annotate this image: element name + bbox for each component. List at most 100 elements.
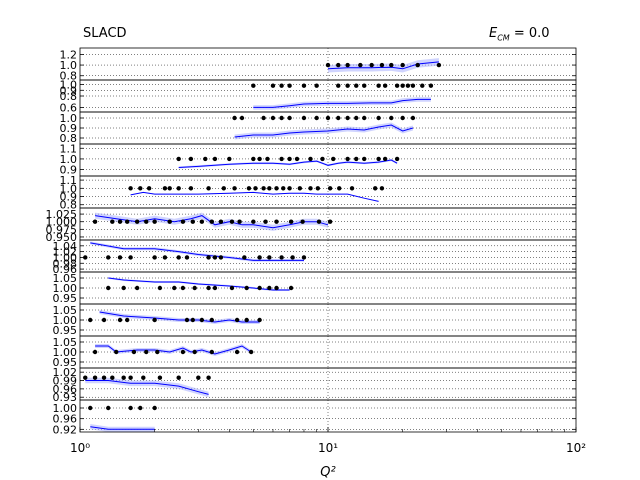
y-tick-label: 1.2	[60, 48, 78, 61]
panel-8: 1.051.000.95	[53, 271, 577, 305]
data-point	[192, 349, 197, 355]
data-point	[362, 83, 367, 88]
data-point	[138, 405, 143, 411]
data-point	[354, 156, 359, 162]
model-band	[99, 310, 260, 324]
data-point	[234, 349, 240, 355]
data-point	[209, 219, 215, 224]
energy-label: ECM = 0.0	[489, 26, 550, 43]
data-point	[274, 186, 279, 191]
model-line	[99, 311, 260, 323]
data-point	[167, 219, 172, 224]
data-point	[244, 317, 249, 323]
data-point	[376, 83, 381, 88]
energy-value: = 0.0	[509, 26, 550, 41]
data-point	[180, 285, 186, 291]
y-tick-label: 1.02	[53, 246, 78, 259]
data-point	[274, 285, 279, 291]
data-point	[345, 115, 350, 121]
data-point	[287, 156, 292, 162]
data-point	[176, 156, 181, 162]
data-point	[227, 156, 232, 162]
y-tick-label: 0.96	[53, 263, 78, 276]
data-point	[144, 219, 149, 224]
data-point	[287, 186, 292, 191]
data-point	[327, 186, 333, 191]
data-point	[287, 115, 292, 121]
data-point	[157, 285, 163, 291]
data-point	[114, 349, 119, 355]
data-point	[121, 285, 126, 291]
data-point	[134, 219, 140, 224]
y-tick-label: 1.05	[53, 304, 78, 317]
y-tick-label: 1.0	[60, 182, 78, 195]
model-band	[90, 424, 155, 432]
data-point	[410, 115, 416, 121]
panel-4: 1.11.00.9	[60, 142, 577, 177]
data-point	[316, 219, 322, 224]
y-tick-label: 1.05	[53, 336, 78, 349]
data-point	[121, 375, 126, 380]
data-point	[274, 219, 279, 224]
model-line	[108, 277, 290, 291]
data-point	[192, 285, 197, 291]
dataset-label: SLACD	[83, 26, 127, 41]
y-tick-label: 1.1	[60, 142, 78, 155]
data-point	[155, 349, 160, 355]
y-tick-label: 1.00	[53, 314, 78, 327]
data-point	[162, 255, 168, 260]
data-point	[267, 255, 272, 260]
y-tick-label: 1.0	[60, 153, 78, 166]
y-tick-label: 0.6	[60, 101, 78, 114]
y-tick-label: 1.00	[53, 402, 78, 415]
data-point	[394, 156, 400, 162]
y-tick-label: 0.8	[60, 70, 78, 83]
data-point	[263, 219, 268, 224]
data-point	[261, 115, 266, 121]
data-point	[400, 62, 405, 68]
data-point	[389, 62, 394, 68]
data-point	[88, 405, 93, 411]
data-point	[379, 62, 385, 68]
y-tick-label: 1.02	[53, 366, 78, 379]
data-point	[232, 115, 237, 121]
data-point	[176, 255, 181, 260]
data-point	[265, 156, 270, 162]
data-point	[279, 115, 284, 121]
data-point	[279, 83, 284, 88]
data-point	[237, 219, 242, 224]
data-point	[415, 62, 420, 68]
data-point	[117, 219, 123, 224]
data-point	[232, 186, 237, 191]
data-point	[349, 186, 355, 191]
data-point	[336, 115, 341, 121]
y-tick-label: 0.98	[53, 257, 78, 270]
data-point	[188, 156, 194, 162]
y-tick-label: 0.9	[60, 164, 78, 177]
data-point	[125, 317, 130, 323]
data-point	[218, 255, 224, 260]
data-point	[184, 255, 190, 260]
data-point	[345, 62, 350, 68]
data-point	[358, 62, 363, 68]
data-point	[180, 349, 186, 355]
data-point	[117, 255, 123, 260]
data-point	[248, 349, 254, 355]
data-point	[301, 83, 307, 88]
data-point	[88, 317, 93, 323]
data-point	[212, 255, 218, 260]
data-point	[196, 375, 201, 380]
data-point	[106, 255, 111, 260]
data-point	[279, 255, 284, 260]
data-point	[83, 375, 88, 380]
y-tick-label: 1.05	[53, 272, 78, 285]
data-point	[389, 115, 394, 121]
x-axis: 10⁰ 10¹ 10² Q²	[70, 427, 586, 480]
y-tick-label: 1.00	[53, 282, 78, 295]
model-line	[90, 426, 155, 430]
data-point	[405, 83, 411, 88]
data-point	[279, 156, 284, 162]
y-tick-label: 1.1	[60, 174, 78, 187]
data-point	[152, 219, 157, 224]
data-point	[410, 83, 416, 88]
